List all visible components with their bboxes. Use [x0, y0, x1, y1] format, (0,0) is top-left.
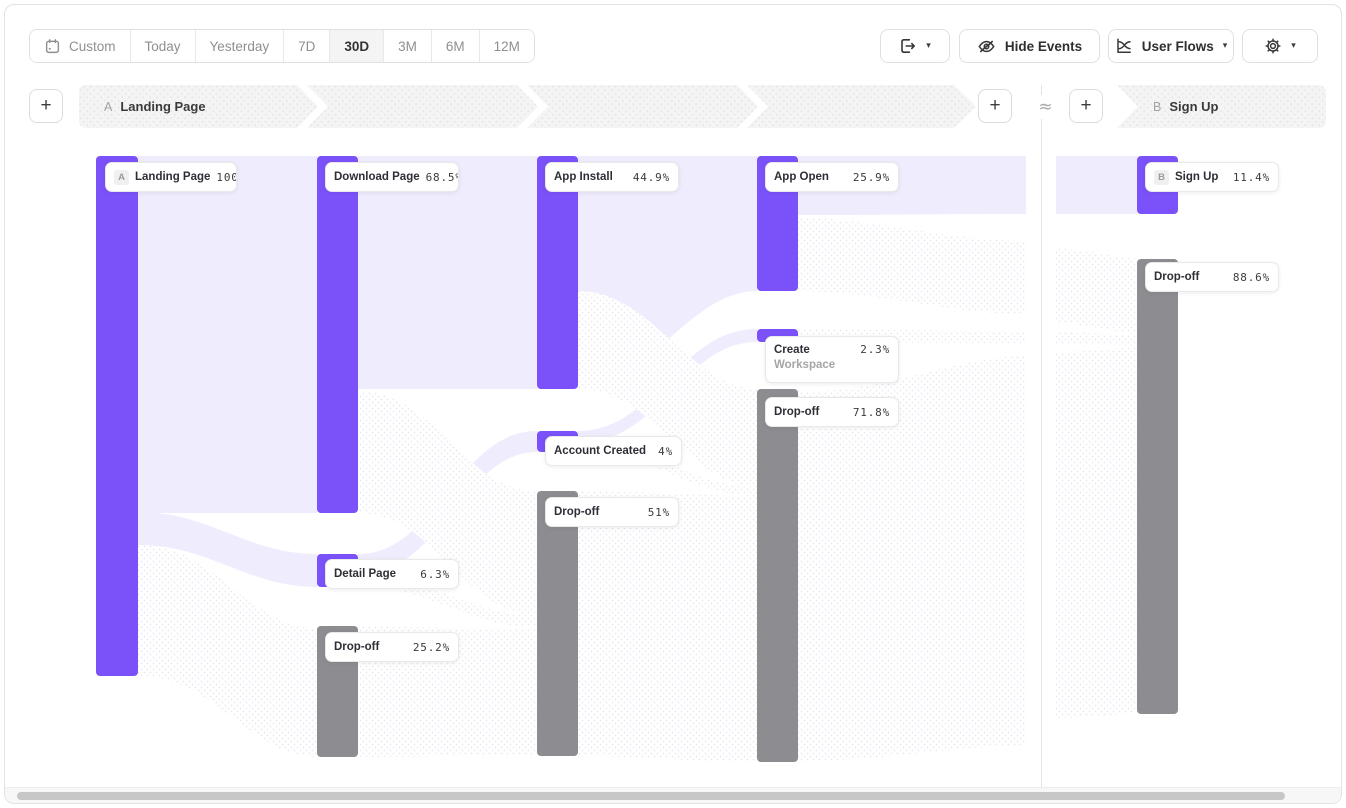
dropoff-flow-bands [138, 217, 1137, 762]
toolbar: Custom Today Yesterday 7D 30D 3M 6M 12M … [5, 5, 1341, 85]
step-a-letter: A [104, 99, 113, 114]
step-segment-b[interactable] [1117, 85, 1326, 128]
add-step-end-a-button[interactable]: + [978, 89, 1012, 123]
date-range-today[interactable]: Today [130, 30, 196, 62]
hide-events-label: Hide Events [1004, 38, 1083, 54]
node-card-dropoff-step4[interactable]: Drop-off 71.8% [765, 397, 899, 427]
node-card-create-workspace[interactable]: Create Workspace 2.3% [765, 336, 899, 383]
user-flows-view-button[interactable]: User Flows ▾ [1108, 29, 1234, 63]
date-range-3m[interactable]: 3M [384, 30, 432, 62]
flows-chart-icon [1116, 38, 1131, 53]
date-range-6m[interactable]: 6M [431, 30, 480, 62]
step-a-name: Landing Page [120, 99, 206, 114]
step-b-letter: B [1153, 99, 1162, 114]
chevron-down-icon: ▾ [926, 41, 931, 51]
node-card-account-created[interactable]: Account Created 4% [545, 436, 682, 466]
node-bar-app-install[interactable] [537, 156, 578, 389]
node-card-app-install[interactable]: App Install 44.9% [545, 162, 679, 192]
step-segment-4[interactable] [747, 85, 976, 128]
node-bar-dropoff-step4[interactable] [757, 389, 798, 762]
node-card-dropoff-b[interactable]: Drop-off 88.6% [1145, 262, 1279, 292]
node-card-dropoff-step2[interactable]: Drop-off 25.2% [325, 632, 459, 662]
node-card-dropoff-step3[interactable]: Drop-off 51% [545, 497, 679, 527]
export-button[interactable]: ▾ [880, 29, 950, 63]
date-range-30d-selected[interactable]: 30D [330, 30, 385, 62]
step-segment-2[interactable] [307, 85, 538, 128]
step-segment-a[interactable] [79, 85, 318, 128]
date-range-7d[interactable]: 7D [284, 30, 331, 62]
settings-button[interactable]: ▾ [1242, 29, 1318, 63]
gear-icon [1265, 38, 1281, 54]
export-icon [901, 39, 916, 53]
node-bar-landing-page[interactable] [96, 156, 138, 676]
chevron-down-icon: ▾ [1291, 41, 1296, 51]
date-range-yesterday[interactable]: Yesterday [195, 30, 285, 62]
step-b-badge: B [1154, 169, 1169, 185]
node-card-app-open[interactable]: App Open 25.9% [765, 162, 899, 192]
approx-connector: ≈ [1031, 95, 1060, 119]
node-bar-dropoff-b[interactable] [1137, 259, 1178, 714]
hide-events-button[interactable]: Hide Events [959, 29, 1100, 63]
node-bar-dropoff-step3[interactable] [537, 491, 578, 756]
eye-off-icon [978, 40, 995, 52]
node-card-sign-up[interactable]: B Sign Up 11.4% [1145, 162, 1279, 192]
horizontal-scrollbar-thumb[interactable] [17, 792, 1285, 800]
date-range-label: Custom [69, 38, 116, 54]
step-segment-3[interactable] [527, 85, 758, 128]
node-card-landing-page[interactable]: A Landing Page 100% [105, 162, 237, 192]
add-step-before-button[interactable]: + [29, 89, 63, 123]
node-bar-download-page[interactable] [317, 156, 358, 513]
steps-banner [79, 85, 1326, 128]
add-step-before-b-button[interactable]: + [1069, 89, 1103, 123]
step-b-title: B Sign Up [1153, 85, 1218, 128]
horizontal-scrollbar[interactable] [5, 787, 1341, 803]
date-range-12m[interactable]: 12M [479, 30, 534, 62]
date-range-selector: Custom Today Yesterday 7D 30D 3M 6M 12M [29, 29, 535, 63]
user-flows-panel: Custom Today Yesterday 7D 30D 3M 6M 12M … [4, 4, 1342, 804]
chevron-down-icon: ▾ [1222, 41, 1228, 51]
node-card-download-page[interactable]: Download Page 68.5% [325, 162, 459, 192]
step-a-badge: A [114, 169, 129, 185]
date-range-custom[interactable]: Custom [30, 30, 131, 62]
step-b-name: Sign Up [1169, 99, 1219, 114]
node-card-detail-page[interactable]: Detail Page 6.3% [325, 559, 459, 589]
view-label: User Flows [1141, 38, 1214, 54]
step-a-title: A Landing Page [104, 85, 206, 128]
calendar-icon [45, 38, 60, 53]
